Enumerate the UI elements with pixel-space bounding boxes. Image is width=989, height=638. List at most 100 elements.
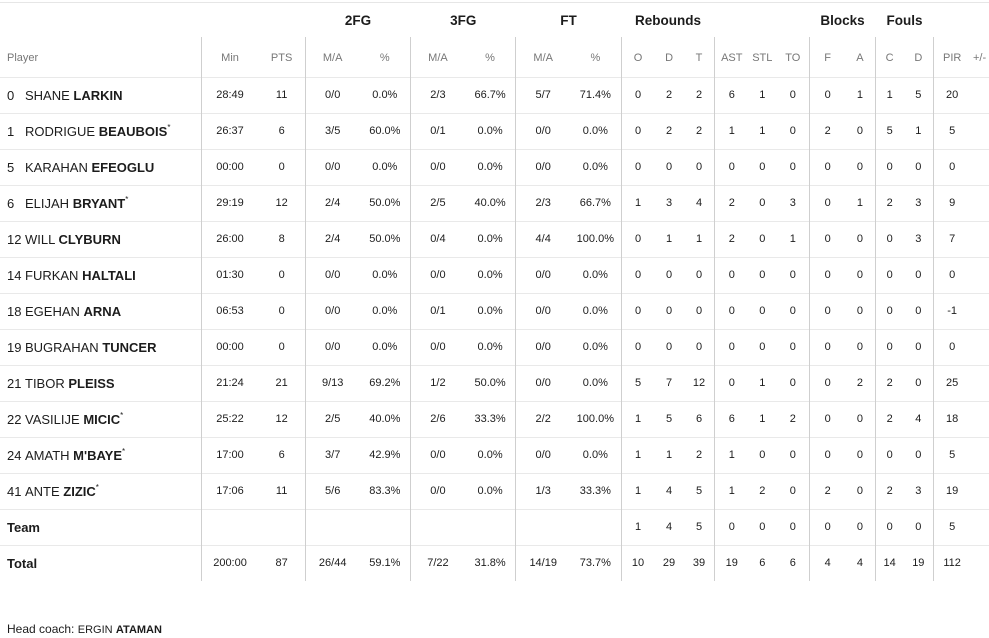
stat-fg2-ma [304,508,360,545]
stat-fg3-pct: 0.0% [464,436,516,473]
stat-fg2-pct: 0.0% [359,76,411,113]
stat-reb-d: 0 [654,328,684,365]
stat-ft-pct: 0.0% [570,328,622,365]
stat-pts: 6 [258,112,306,149]
stat-pir: 0 [933,148,971,185]
team-row: Team 1 4 5 0 0 0 0 0 0 0 5 [0,508,989,545]
stat-fg3-pct: 0.0% [464,220,516,257]
stat-reb-o: 5 [620,364,655,401]
col-header-3fg-pct: % [485,52,495,65]
stat-fg3-pct: 0.0% [464,292,516,329]
stat-reb-d: 2 [654,76,684,113]
stat-fg2-ma: 0/0 [304,328,360,365]
stat-reb-t: 2 [683,112,715,149]
col-header-pir: PIR [933,37,971,77]
player-name-cell: 14 FURKAN HALTALI [0,256,202,293]
stat-stl: 1 [748,400,777,437]
player-row: 14 FURKAN HALTALI 01:30 0 0/0 0.0% 0/0 0.0% 0/0 0… [0,256,989,293]
stat-fg2-ma: 0/0 [304,292,360,329]
stat-blk-f: 0 [809,76,846,113]
stat-plusminus [970,400,989,437]
stat-pts: 12 [258,400,306,437]
stat-ft-pct [570,508,622,545]
stat-fg3-ma: 0/0 [410,472,465,509]
stat-plusminus [970,472,989,509]
stat-pts: 0 [258,148,306,185]
stat-reb-o: 1 [620,472,655,509]
player-first-name: RODRIGUE [25,123,96,139]
team-row-label: Team [0,508,202,545]
stat-reb-t: 2 [683,436,715,473]
stat-ft-ma: 0/0 [515,364,571,401]
stat-to: 3 [776,184,810,221]
stat-stl: 0 [748,436,777,473]
stat-to: 0 [776,364,810,401]
stat-fg3-ma: 1/2 [410,364,465,401]
player-last-name: HALTALI [82,267,136,283]
stat-min: 26:37 [200,112,259,149]
stat-min: 25:22 [200,400,259,437]
player-number: 14 [7,267,22,283]
stat-pir: 112 [933,544,971,581]
stat-fg2-ma: 9/13 [304,364,360,401]
stat-reb-d: 0 [654,256,684,293]
head-coach: Head coach: ERGIN ATAMAN [7,622,162,636]
stats-body: 0 SHANE LARKIN 28:49 11 0/0 0.0% 2/3 66.7% 5/7 71… [0,76,989,581]
stat-reb-t: 6 [683,400,715,437]
stat-pts [258,508,306,545]
col-header-ast: AST [714,37,749,77]
stat-ft-ma: 0/0 [515,112,571,149]
starter-mark: * [120,410,124,420]
stat-foul-d: 5 [903,76,934,113]
stat-fg3-ma: 7/22 [410,544,465,581]
col-header-reb-o: O [620,37,655,77]
player-number: 24 [7,447,22,463]
stat-fg3-pct: 0.0% [464,472,516,509]
stat-pts: 11 [258,472,306,509]
stat-ft-pct: 0.0% [570,148,622,185]
player-row: 12 WILL CLYBURN 26:00 8 2/4 50.0% 0/4 0.0% 4/4 10… [0,220,989,257]
stat-ft-pct: 0.0% [570,436,622,473]
stat-plusminus [970,544,989,581]
col-header-pts: PTS [270,52,293,65]
player-number: 5 [7,159,15,175]
stat-reb-d: 7 [654,364,684,401]
stat-ft-pct: 71.4% [570,76,622,113]
stat-foul-d: 0 [903,436,934,473]
stat-fg2-pct: 50.0% [359,220,411,257]
stat-fg2-ma: 3/5 [304,112,360,149]
stat-ast: 0 [714,148,749,185]
stat-foul-c: 0 [874,256,904,293]
stat-reb-t: 5 [683,508,715,545]
stat-min: 17:06 [200,472,259,509]
stat-fg3-ma: 2/3 [410,76,465,113]
col-header-to: TO [785,52,801,65]
stat-reb-d: 2 [654,112,684,149]
player-last-name: MICIC [83,411,121,427]
stat-reb-o: 0 [620,112,655,149]
stat-ast: 6 [714,400,749,437]
stat-blk-f: 2 [809,112,846,149]
stat-foul-d: 0 [903,328,934,365]
player-number: 18 [7,303,22,319]
stat-reb-t: 4 [683,184,715,221]
player-row: 41 ANTE ZIZIC* 17:06 11 5/6 83.3% 0/0 0.0% 1/3 33… [0,472,989,509]
stat-pir: 19 [933,472,971,509]
stat-fg2-pct: 59.1% [359,544,411,581]
stat-blk-a: 0 [845,148,876,185]
stat-to: 0 [776,436,810,473]
player-number: 12 [7,231,22,247]
stat-fg3-ma [410,508,465,545]
stat-stl: 0 [748,292,777,329]
stat-pts: 21 [258,364,306,401]
stat-ft-ma: 2/3 [515,184,571,221]
stat-foul-d: 0 [903,508,934,545]
col-header-blk-a: A [856,52,864,65]
stat-reb-d: 3 [654,184,684,221]
stat-ast: 0 [714,508,749,545]
player-row: 0 SHANE LARKIN 28:49 11 0/0 0.0% 2/3 66.7% 5/7 71… [0,76,989,113]
stat-ft-ma: 4/4 [515,220,571,257]
stat-blk-a: 0 [845,472,876,509]
col-header-foul-c: C [874,37,904,77]
stat-ft-ma: 0/0 [515,328,571,365]
